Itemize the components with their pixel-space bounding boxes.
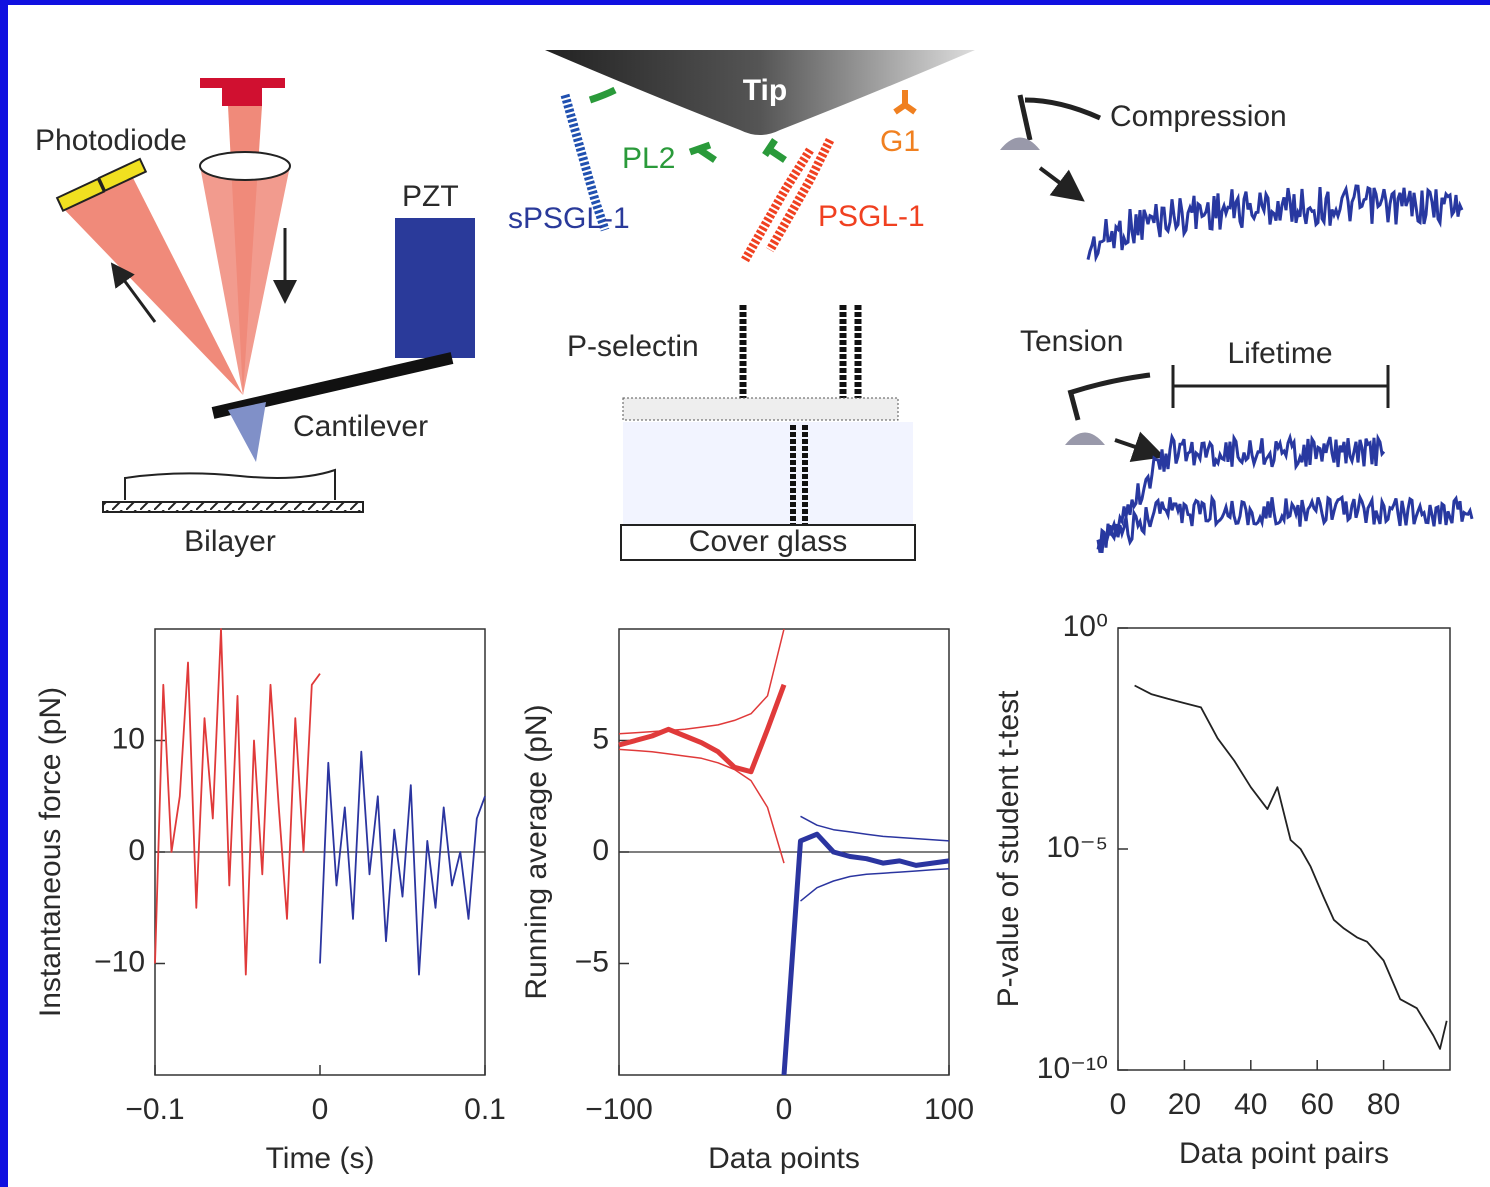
- bilayer: [124, 468, 336, 500]
- membrane: [622, 397, 899, 421]
- x-tick-label: 100: [924, 1093, 974, 1126]
- laser: [200, 78, 285, 88]
- data-line: [800, 867, 950, 902]
- label: Bilayer: [184, 525, 276, 558]
- label: PZT: [402, 180, 459, 213]
- y-tick-label: 0: [592, 834, 609, 867]
- reflected-beam: [60, 172, 243, 395]
- pl2: [688, 141, 717, 163]
- x-tick-label: 60: [1301, 1088, 1334, 1121]
- photodiode-cell: [97, 157, 148, 192]
- x-tick-label: 0: [776, 1093, 793, 1126]
- cantilever-icon: [1067, 372, 1151, 421]
- arrow: [1114, 431, 1166, 462]
- label: Photodiode: [35, 124, 187, 157]
- trace: [1096, 492, 1474, 554]
- spsgl1: [560, 93, 610, 232]
- tip: [228, 402, 266, 462]
- molecules: Tip PL2 G1 sPSGL-1 PSGL-1 P-selectin Cov…: [508, 50, 975, 561]
- pzt: [395, 218, 475, 358]
- label: G1: [880, 125, 920, 158]
- label: Tip: [743, 74, 787, 107]
- x-axis-label: Data points: [708, 1142, 860, 1175]
- x-tick-label: 20: [1168, 1088, 1201, 1121]
- y-tick-label: 10: [112, 722, 145, 755]
- psgl1: [741, 147, 814, 263]
- cantilever-icon: [1017, 94, 1102, 141]
- data-line: [618, 683, 787, 775]
- data-line: [800, 815, 950, 842]
- x-axis-label: Data point pairs: [1179, 1137, 1389, 1170]
- trace-illustration: Compression Tension Lifetime: [1000, 94, 1474, 554]
- substrate: [102, 501, 364, 513]
- psgl1: [766, 137, 835, 253]
- y-tick-label: −5: [575, 945, 609, 978]
- tip-shape: [545, 50, 975, 135]
- y-tick-label: 10⁻¹⁰: [1037, 1052, 1108, 1085]
- photodiode-cell: [55, 177, 106, 212]
- y-axis-label: Instantaneous force (pN): [34, 687, 67, 1017]
- label: PSGL-1: [818, 200, 925, 233]
- trace: [1096, 432, 1386, 553]
- tip-icon: [1065, 432, 1105, 445]
- laser-body: [222, 88, 262, 106]
- beam: [200, 166, 290, 395]
- arrow: [1038, 166, 1085, 202]
- x-tick-label: 40: [1234, 1088, 1267, 1121]
- cushion: [623, 422, 913, 524]
- x-tick-label: 0.1: [464, 1093, 506, 1126]
- cantilever: [211, 352, 454, 419]
- lens: [199, 151, 291, 181]
- y-tick-label: −10: [94, 945, 145, 978]
- apparatus: Photodiode PZT Cantilever Bilayer: [35, 78, 475, 558]
- label: Cover glass: [689, 525, 847, 558]
- x-tick-label: 0: [1110, 1088, 1127, 1121]
- label: Lifetime: [1227, 337, 1332, 370]
- pl2: [762, 138, 787, 163]
- y-axis-label: Running average (pN): [520, 704, 553, 999]
- cover-glass: [620, 524, 916, 561]
- x-tick-label: −100: [585, 1093, 653, 1126]
- label: sPSGL-1: [508, 202, 630, 235]
- label: P-selectin: [567, 330, 699, 363]
- trace: [1086, 184, 1464, 263]
- data-line: [1134, 684, 1448, 1050]
- pl2: [588, 86, 617, 104]
- label: Tension: [1020, 325, 1123, 358]
- arrow: [110, 262, 157, 323]
- tip-icon: [1000, 137, 1040, 150]
- x-tick-label: −0.1: [125, 1093, 184, 1126]
- y-tick-label: 0: [128, 834, 145, 867]
- lifetime-bracket: [1171, 365, 1390, 408]
- label: Compression: [1110, 100, 1287, 133]
- g1: [893, 90, 917, 115]
- y-tick-label: 10⁰: [1063, 610, 1108, 643]
- x-tick-label: 0: [312, 1093, 329, 1126]
- data-line: [154, 628, 321, 976]
- label: Cantilever: [293, 410, 428, 443]
- y-tick-label: 5: [592, 722, 609, 755]
- y-tick-label: 10⁻⁵: [1046, 831, 1108, 864]
- x-axis-label: Time (s): [266, 1142, 375, 1175]
- data-line: [319, 750, 486, 976]
- label: PL2: [622, 142, 675, 175]
- data-line: [781, 831, 950, 1076]
- data-line: [618, 628, 785, 735]
- y-axis-label: P-value of student t-test: [992, 690, 1025, 1007]
- x-tick-label: 80: [1367, 1088, 1400, 1121]
- data-line: [618, 748, 785, 864]
